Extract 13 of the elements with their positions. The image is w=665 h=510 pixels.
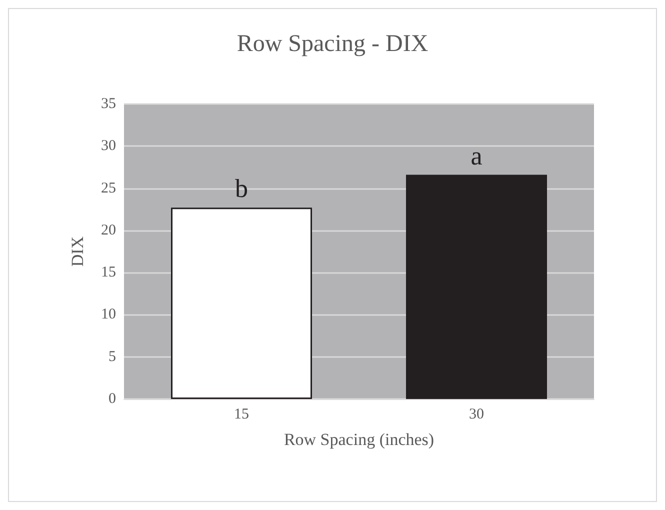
y-tick-label: 20 [101, 222, 116, 238]
chart-title: Row Spacing - DIX [236, 31, 428, 57]
y-tick-label: 25 [101, 180, 116, 196]
y-tick-label: 0 [108, 391, 116, 407]
y-tick-label: 15 [101, 264, 116, 281]
y-tick-label: 30 [101, 138, 116, 154]
x-axis-title: Row Spacing (inches) [284, 430, 434, 449]
y-tick-label: 10 [101, 306, 116, 323]
y-tick-label: 5 [108, 348, 116, 365]
y-axis-title: DIX [68, 236, 87, 267]
annotation: a [470, 141, 483, 170]
y-tick-label: 35 [101, 96, 116, 112]
annotation: b [235, 174, 248, 204]
